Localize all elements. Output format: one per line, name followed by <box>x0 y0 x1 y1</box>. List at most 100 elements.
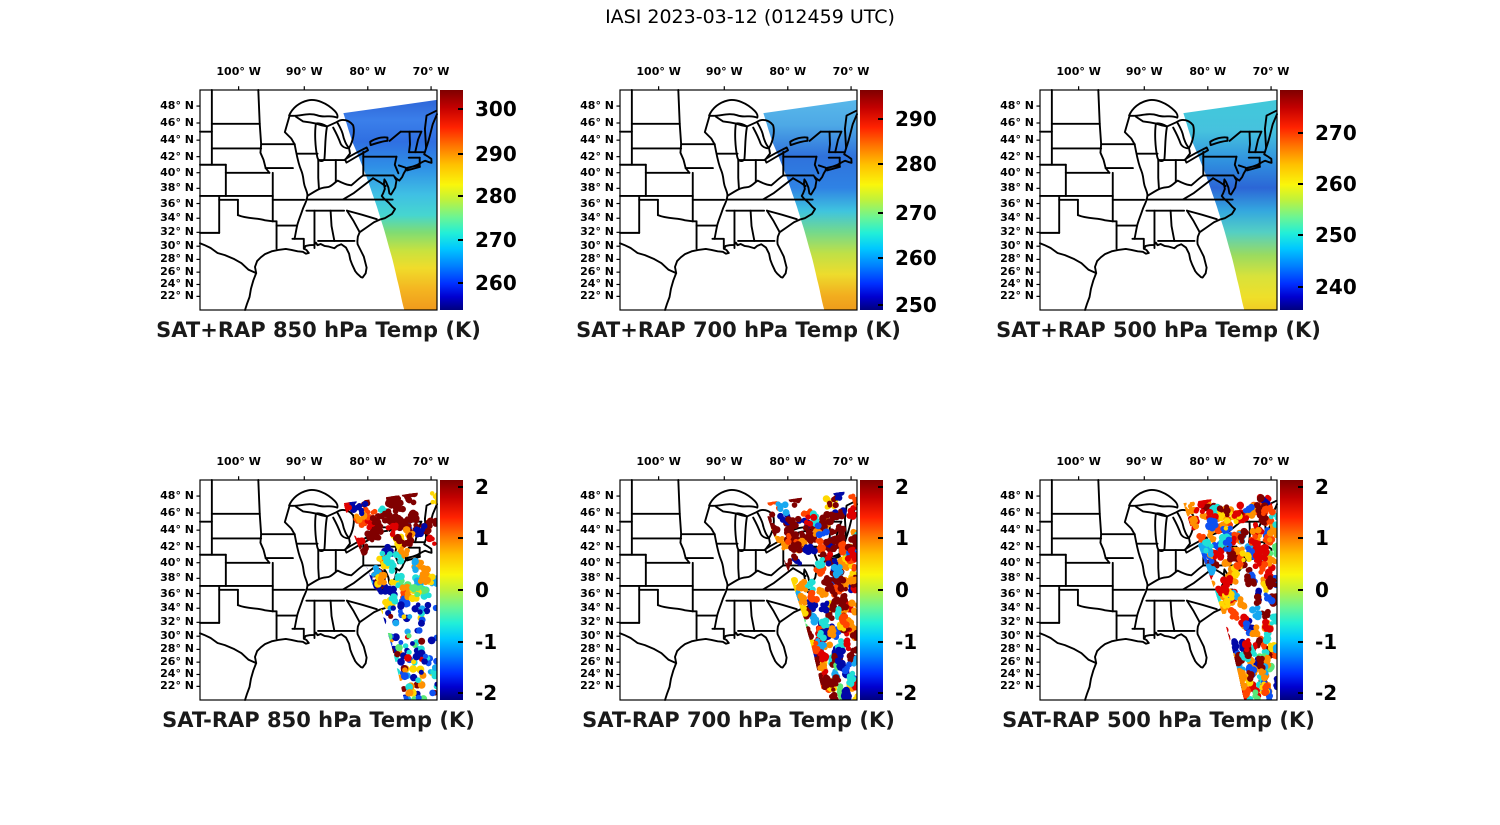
lat-tick-label: 32° N <box>1000 225 1034 239</box>
colorbar-tick-label: 270 <box>895 201 937 226</box>
lat-tick-label: 46° N <box>580 506 614 519</box>
lon-tick-label: 80° W <box>349 455 387 468</box>
lon-tick-label: 100° W <box>216 455 261 468</box>
colorbar-tick-mark <box>1298 234 1303 237</box>
us-state-borders <box>1039 89 1278 311</box>
colorbar-tick-mark <box>458 194 463 197</box>
colorbar-tick-mark <box>878 537 883 540</box>
lat-tick-label: 36° N <box>580 586 614 600</box>
colorbar-tick-label: 280 <box>895 151 937 176</box>
lon-tick-label: 80° W <box>349 65 387 78</box>
colorbar-tick-label: 0 <box>1315 578 1329 602</box>
lat-tick-label: 30° N <box>1000 239 1034 253</box>
lat-tick-label: 38° N <box>1000 181 1034 195</box>
lat-tick-label: 46° N <box>1000 116 1034 129</box>
lat-tick-label: 42° N <box>580 149 614 163</box>
lat-tick-label: 30° N <box>160 239 194 253</box>
lon-tick-label: 100° W <box>1056 65 1101 78</box>
axes-box <box>1039 479 1278 701</box>
lat-tick-label: 36° N <box>160 586 194 600</box>
colorbar-tick-label: 0 <box>475 578 489 602</box>
colorbar-jet <box>440 90 463 310</box>
lat-tick-label: 32° N <box>160 615 194 629</box>
lat-tick-label: 22° N <box>160 289 194 303</box>
lat-tick-label: 28° N <box>1000 642 1034 656</box>
lon-tick-label: 80° W <box>1189 65 1227 78</box>
colorbar-tick-mark <box>878 212 883 215</box>
colorbar-tick-mark <box>458 589 463 591</box>
lat-tick-label: 48° N <box>1000 489 1034 503</box>
lon-tick-label: 90° W <box>1125 65 1163 78</box>
colorbar-tick-mark <box>458 152 463 155</box>
lat-tick-label: 36° N <box>1000 196 1034 210</box>
lat-tick-label: 46° N <box>160 116 194 129</box>
colorbar-tick-label: 2 <box>895 474 909 499</box>
panel-title-sat-minus-rap-700: SAT-RAP 700 hPa Temp (K) <box>582 708 895 732</box>
colorbar-tick-label: 2 <box>1315 474 1329 499</box>
colorbar-tick-label: 290 <box>895 106 937 131</box>
lat-tick-label: 48° N <box>1000 99 1034 113</box>
colorbar-tick-label: 1 <box>475 526 489 551</box>
lon-tick-label: 80° W <box>1189 455 1227 468</box>
lat-tick-label: 40° N <box>1000 555 1034 569</box>
lat-tick-label: 30° N <box>580 239 614 253</box>
lat-tick-label: 22° N <box>1000 679 1034 693</box>
lat-tick-label: 38° N <box>160 181 194 195</box>
lon-tick-label: 90° W <box>285 65 323 78</box>
lat-tick-label: 24° N <box>1000 277 1034 291</box>
colorbar-tick-mark <box>458 107 463 110</box>
colorbar-tick-label: -1 <box>475 629 498 654</box>
lat-tick-label: 36° N <box>580 196 614 210</box>
lat-tick-label: 34° N <box>1000 601 1034 615</box>
lat-tick-label: 42° N <box>580 539 614 553</box>
lat-tick-label: 40° N <box>580 555 614 569</box>
colorbar-tick-label: 260 <box>1315 171 1357 196</box>
lat-tick-label: 30° N <box>160 629 194 643</box>
lon-tick-label: 70° W <box>412 455 450 468</box>
map-difference-850 <box>196 476 438 701</box>
colorbar-tick-mark <box>1298 182 1303 185</box>
colorbar-tick-label: 1 <box>1315 526 1329 551</box>
colorbar-tick-mark <box>458 238 463 241</box>
lat-tick-label: 34° N <box>160 601 194 615</box>
lon-tick-label: 70° W <box>412 65 450 78</box>
colorbar-tick-label: 270 <box>475 227 517 252</box>
colorbar-tick-label: 270 <box>1315 120 1357 145</box>
lat-tick-label: 26° N <box>580 655 614 669</box>
panel-title-sat-plus-rap-500: SAT+RAP 500 hPa Temp (K) <box>996 318 1321 342</box>
lon-tick-label: 100° W <box>216 65 261 78</box>
lat-tick-label: 34° N <box>580 211 614 225</box>
lat-tick-label: 24° N <box>580 277 614 291</box>
lon-tick-label: 100° W <box>636 65 681 78</box>
colorbar-tick-mark <box>458 692 463 695</box>
axes-box <box>619 479 858 701</box>
lat-tick-label: 48° N <box>160 489 194 503</box>
colorbar-tick-mark <box>458 485 463 488</box>
lat-tick-label: 26° N <box>580 265 614 279</box>
lon-tick-label: 90° W <box>705 65 743 78</box>
lat-tick-label: 46° N <box>1000 506 1034 519</box>
colorbar-tick-mark <box>458 281 463 284</box>
panel-title-sat-plus-rap-850: SAT+RAP 850 hPa Temp (K) <box>156 318 481 342</box>
lat-tick-label: 40° N <box>160 555 194 569</box>
colorbar-tick-mark <box>878 257 883 260</box>
colorbar-tick-label: 240 <box>1315 274 1357 299</box>
difference-scatter-dots <box>765 489 857 701</box>
lat-tick-label: 28° N <box>1000 252 1034 266</box>
lon-tick-label: 80° W <box>769 455 807 468</box>
lat-tick-label: 26° N <box>160 655 194 669</box>
axis-ticks <box>1036 86 1272 297</box>
lat-tick-label: 44° N <box>580 133 614 147</box>
lon-tick-label: 70° W <box>1252 455 1290 468</box>
lon-tick-label: 80° W <box>769 65 807 78</box>
us-state-borders <box>619 89 858 311</box>
axes-box <box>619 89 858 311</box>
lon-tick-label: 100° W <box>1056 455 1101 468</box>
colorbar-jet <box>1280 480 1303 700</box>
lat-tick-label: 40° N <box>1000 165 1034 179</box>
colorbar-tick-mark <box>458 640 463 643</box>
colorbar-tick-mark <box>1298 589 1303 591</box>
lat-tick-label: 28° N <box>160 642 194 656</box>
colorbar-jet <box>1280 90 1303 310</box>
lat-tick-label: 32° N <box>160 225 194 239</box>
